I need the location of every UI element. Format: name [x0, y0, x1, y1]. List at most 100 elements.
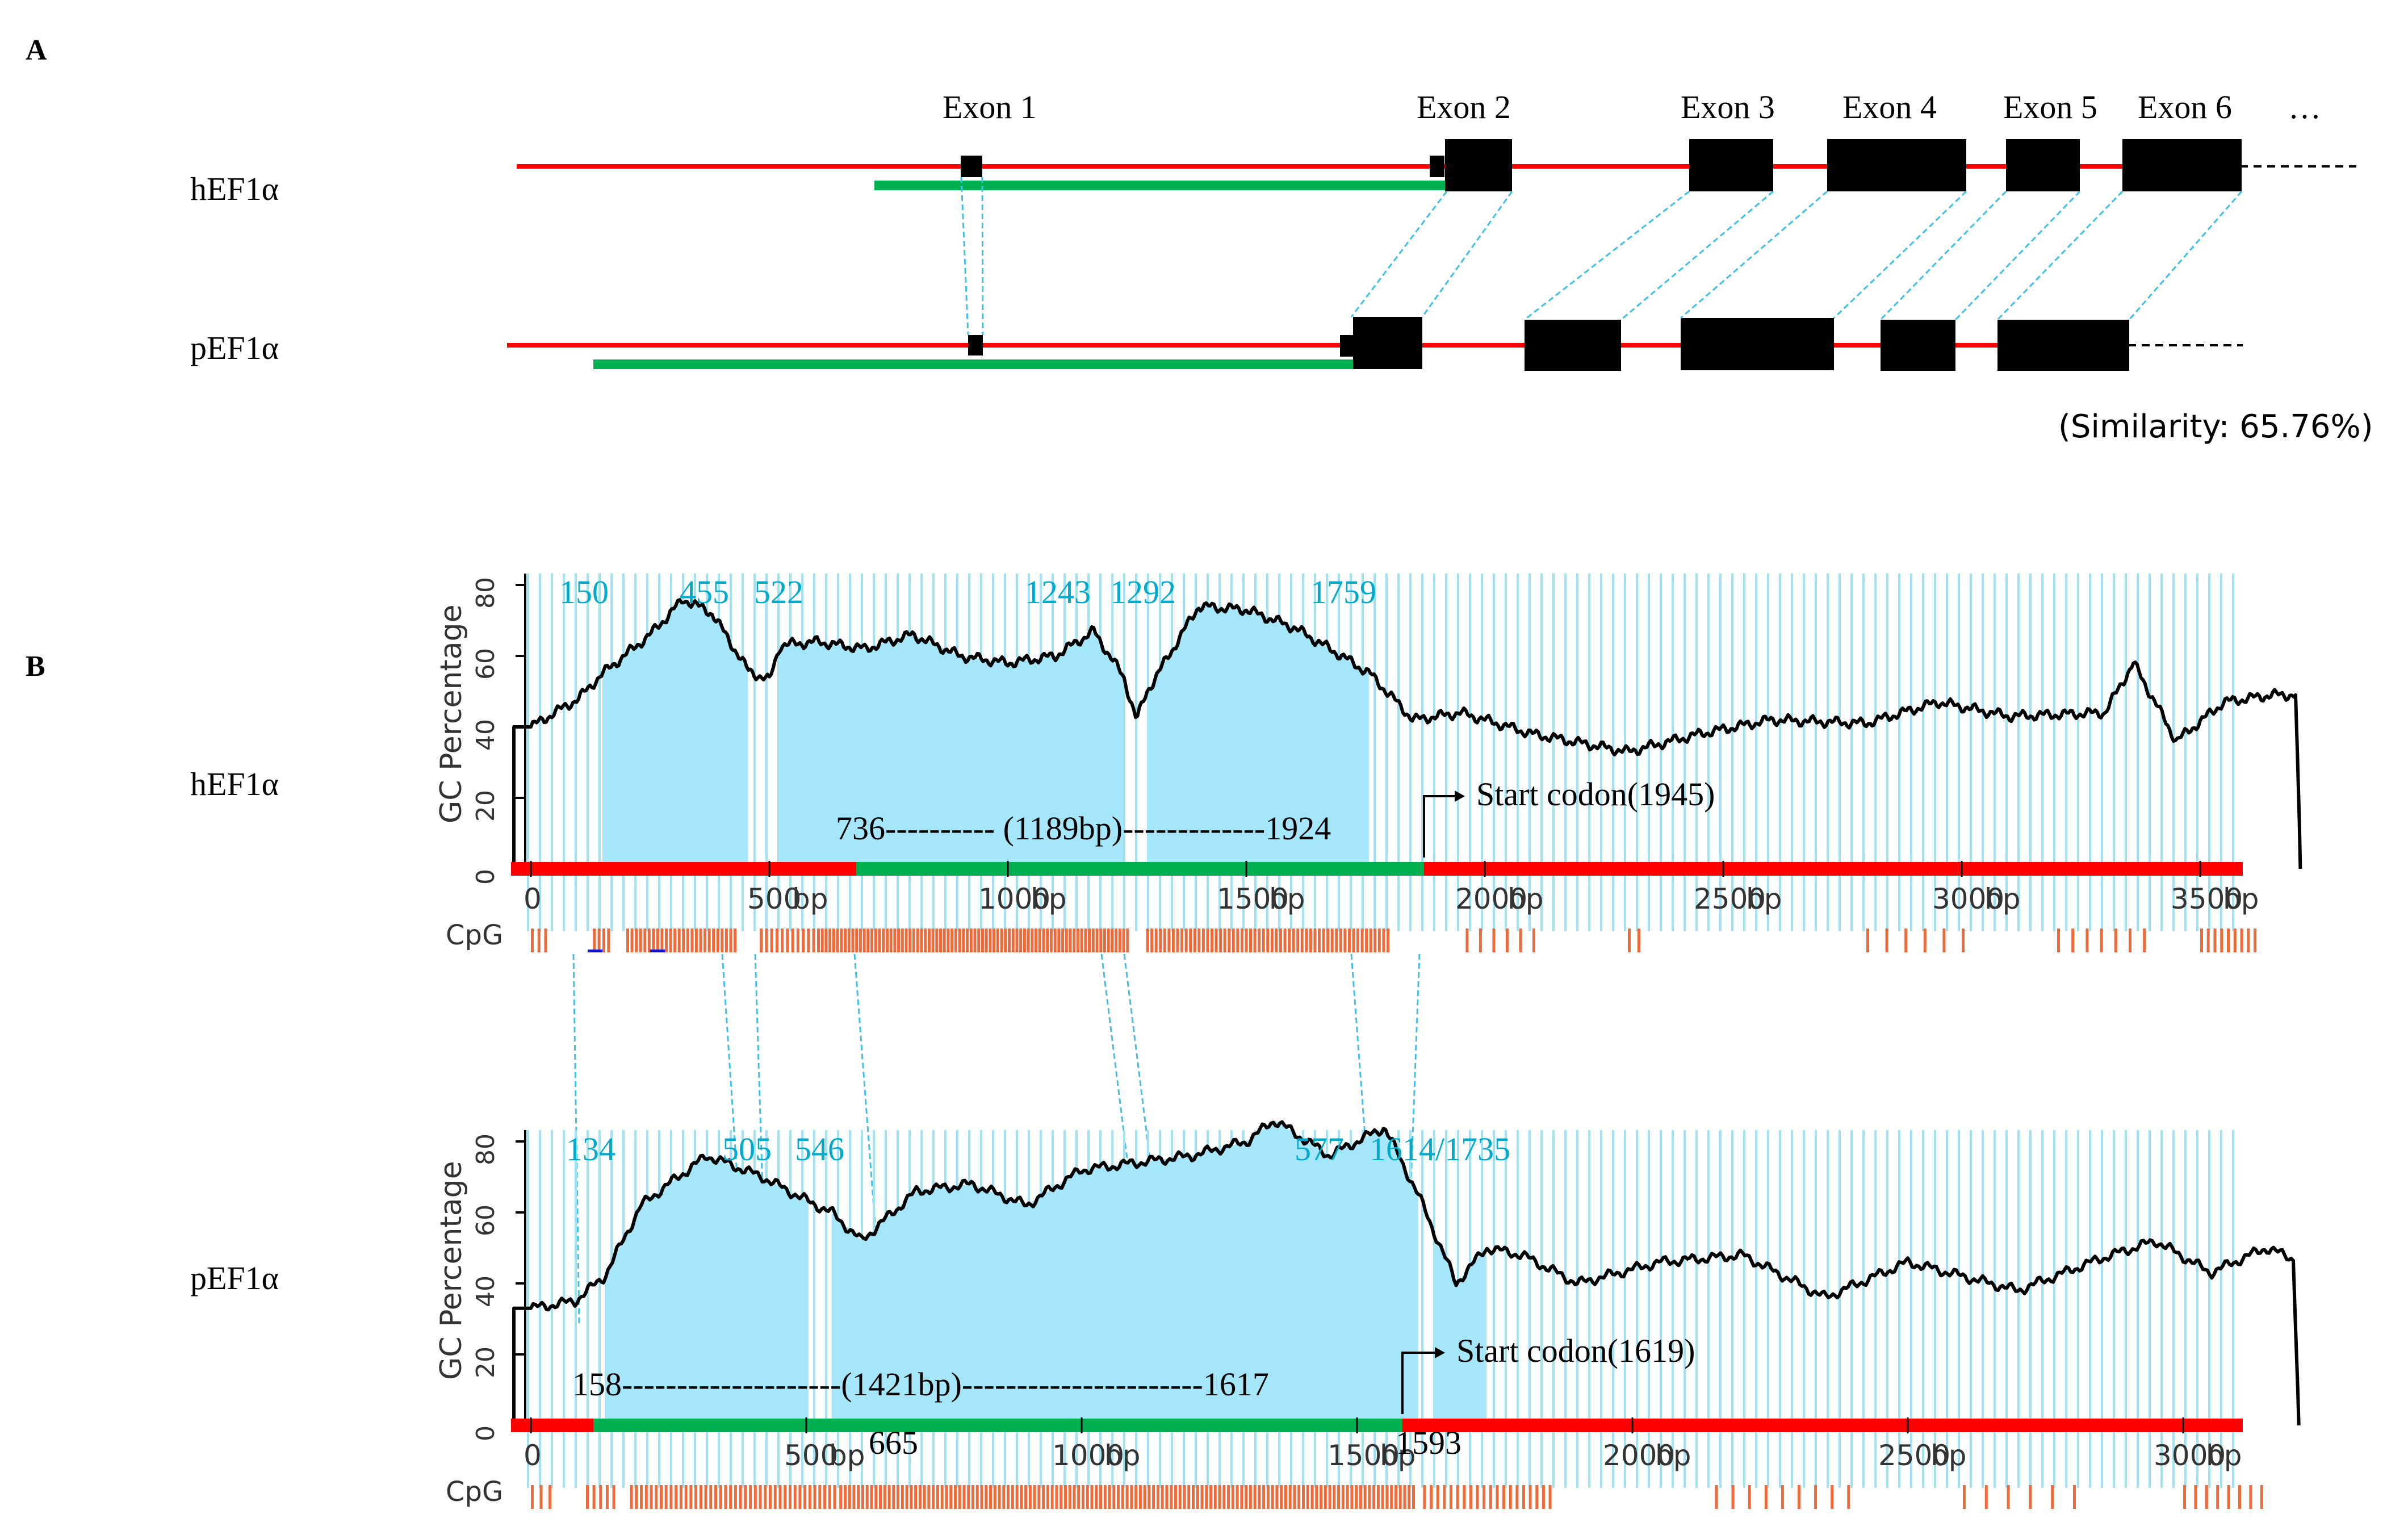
- boundary-label-h-1292: 1292: [1110, 574, 1176, 610]
- cpg-mark-h: [939, 928, 943, 952]
- cpg-mark-h: [699, 928, 702, 952]
- pig-exon-1: [968, 335, 983, 355]
- cpg-mark-p: [1033, 1485, 1036, 1509]
- cpg-mark-p: [1121, 1485, 1124, 1509]
- cpg-mark-p: [1385, 1485, 1389, 1509]
- cpg-mark-h: [1069, 928, 1072, 952]
- cpg-mark-h: [1360, 928, 1364, 952]
- cpg-mark-h: [969, 928, 973, 952]
- y-tick-label-p-60: 60: [471, 1204, 500, 1236]
- x-unit-label-h-1000: bp: [1031, 882, 1066, 915]
- cpg-island-h-0: [602, 599, 748, 869]
- cpg-mark-h: [1245, 928, 1248, 952]
- cpg-mark-h: [935, 928, 939, 952]
- cpg-mark-p: [714, 1485, 718, 1509]
- cpg-mark-h: [950, 928, 954, 952]
- cpg-mark-p: [1187, 1485, 1191, 1509]
- cpg-mark-h: [1091, 928, 1095, 952]
- cpg-mark-p: [1161, 1485, 1164, 1509]
- cpg-mark-p: [1403, 1485, 1406, 1509]
- y-ticks-pig: 0 20 40 60 80: [471, 1134, 525, 1441]
- cpg-mark-h: [1352, 928, 1355, 952]
- cpg-mark-h: [920, 928, 923, 952]
- cpg-mark-h: [862, 928, 866, 952]
- cpg-mark-h: [1904, 928, 1908, 952]
- cpg-mark-p: [1046, 1485, 1049, 1509]
- cpg-mark-h: [1031, 928, 1034, 952]
- cpg-marks-human: [531, 928, 2257, 952]
- cpg-mark-h: [817, 928, 820, 952]
- cpg-label-human: CpG: [446, 919, 503, 951]
- cpg-mark-p: [655, 1485, 658, 1509]
- cpg-mark-p: [1333, 1485, 1336, 1509]
- cpg-mark-p: [2194, 1485, 2197, 1509]
- cpg-mark-h: [1288, 928, 1291, 952]
- exon-4-label: Exon 4: [1842, 89, 1937, 126]
- cpg-mark-h: [1223, 928, 1226, 952]
- cpg-mark-p: [1152, 1485, 1155, 1509]
- cpg-mark-h: [966, 928, 969, 952]
- cpg-mark-p: [1200, 1485, 1204, 1509]
- cpg-island-p-2: [1434, 1232, 1486, 1425]
- cpg-mark-p: [1266, 1485, 1270, 1509]
- cpg-mark-p: [769, 1485, 772, 1509]
- cpg-mark-p: [1007, 1485, 1010, 1509]
- cpg-mark-h: [1201, 928, 1205, 952]
- cpg-mark-p: [630, 1485, 633, 1509]
- cpg-mark-h: [989, 928, 992, 952]
- cpg-mark-h: [1189, 928, 1192, 952]
- cpg-mark-h: [677, 928, 681, 952]
- x-tick-label-h-3500: 3500: [2171, 882, 2243, 915]
- cpg-mark-p: [818, 1485, 822, 1509]
- cpg-mark-p: [1443, 1485, 1446, 1509]
- y-axis-label-pig: GC Percentage: [434, 1161, 468, 1380]
- x-tick-label-h-1000: 1000: [978, 882, 1050, 915]
- y-tick-label-p-20: 20: [471, 1346, 500, 1378]
- x-tick-label-p-2500: 2500: [1878, 1439, 1950, 1472]
- cpg-mark-p: [1522, 1485, 1525, 1509]
- x-tick-label-p-3000: 3000: [2154, 1439, 2226, 1472]
- cpg-mark-h: [626, 928, 629, 952]
- cpg-mark-h: [882, 928, 885, 952]
- cpg-mark-p: [2227, 1485, 2230, 1509]
- cpg-mark-p: [1196, 1485, 1199, 1509]
- exon-5-label: Exon 5: [2003, 89, 2097, 126]
- cpg-mark-h: [1206, 928, 1209, 952]
- cpg-mark-p: [901, 1485, 904, 1509]
- cpg-mark-h: [1300, 928, 1304, 952]
- cpg-mark-h: [924, 928, 927, 952]
- x-tick-label-h-500: 500: [747, 882, 801, 915]
- cpg-mark-p: [586, 1485, 589, 1509]
- cpg-mark-p: [1436, 1485, 1439, 1509]
- cpg-mark-h: [1322, 928, 1325, 952]
- cpg-mark-h: [958, 928, 961, 952]
- cpg-island-h-1: [780, 631, 1124, 869]
- cpg-mark-h: [602, 928, 605, 952]
- cpg-mark-h: [2240, 928, 2243, 952]
- x-unit-label-h-2500: bp: [1746, 882, 1782, 915]
- cpg-marks-pig: [531, 1485, 2263, 1509]
- cpg-mark-h: [1115, 928, 1118, 952]
- cpg-mark-p: [936, 1485, 939, 1509]
- cpg-mark-h: [1099, 928, 1103, 952]
- cpg-mark-p: [1236, 1485, 1239, 1509]
- cpg-mark-h: [1061, 928, 1065, 952]
- cpg-mark-p: [1381, 1485, 1384, 1509]
- x-tick-label-p-2000: 2000: [1603, 1439, 1675, 1472]
- cpg-mark-h: [1637, 928, 1640, 952]
- cpg-mark-p: [897, 1485, 900, 1509]
- cpg-mark-h: [824, 928, 828, 952]
- cpg-mark-p: [945, 1485, 948, 1509]
- cpg-mark-h: [1228, 928, 1231, 952]
- start-codon-arrow-pig: [1401, 1352, 1439, 1414]
- cpg-mark-p: [784, 1485, 787, 1509]
- cpg-mark-h: [927, 928, 931, 952]
- cpg-mark-p: [689, 1485, 693, 1509]
- cpg-mark-p: [1262, 1485, 1266, 1509]
- cpg-mark-h: [1866, 928, 1869, 952]
- cpg-mark-p: [1324, 1485, 1327, 1509]
- cpg-mark-h: [2085, 928, 2089, 952]
- cpg-mark-h: [694, 928, 698, 952]
- cpg-mark-p: [989, 1485, 992, 1509]
- cpg-mark-p: [1231, 1485, 1234, 1509]
